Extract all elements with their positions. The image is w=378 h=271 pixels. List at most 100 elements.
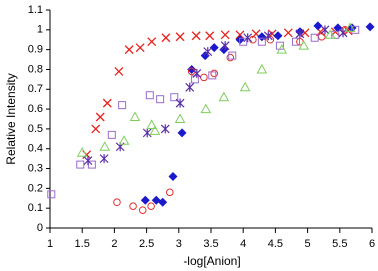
point [99,154,109,164]
point [283,28,293,38]
point [118,101,127,110]
point [149,125,161,135]
point [220,30,230,40]
point [320,25,330,35]
point [333,23,343,33]
point [142,128,152,138]
x-tick-label: 1.5 [75,238,90,250]
point [208,71,217,80]
point [135,43,145,53]
point [146,119,158,129]
point [165,188,174,197]
y-tick-label: 0.8 [28,63,43,75]
point [273,31,283,41]
point [118,135,130,145]
x-tick-label: 5.5 [332,238,347,250]
point [145,91,154,100]
point [91,124,101,134]
x-tick-label: 5 [305,238,311,250]
y-tick-label: 0.2 [28,182,43,194]
point [138,206,147,214]
point [156,95,165,104]
point [76,147,88,157]
y-tick-label: 0 [37,222,43,234]
y-tick-label: 0.9 [28,44,43,56]
point [161,33,171,43]
point [147,37,157,47]
x-tick-label: 4.5 [268,238,283,250]
point [266,35,275,44]
y-tick-label: 0.3 [28,162,43,174]
point [147,202,155,210]
point [310,33,319,42]
x-tick-label: 3.5 [203,238,218,250]
x-axis-label: -log[Anion] [183,254,240,268]
point [295,29,305,39]
point [160,124,170,134]
point [344,22,356,32]
y-axis-label: Relative Intensity [4,73,18,164]
y-tick-label: 0.5 [28,123,43,135]
point [175,98,185,108]
x-tick-label: 3 [176,238,182,250]
point [187,64,197,74]
y-tick-label: 0.4 [28,143,43,155]
point [276,44,288,54]
point [298,40,310,50]
point [124,45,134,55]
point [257,32,267,42]
point [243,33,253,43]
point [175,32,185,42]
point [228,51,237,60]
point [174,113,186,123]
point [226,53,235,62]
point [292,37,301,46]
point [191,31,201,41]
point [324,29,336,39]
point [256,63,268,74]
point [351,25,360,34]
y-tick-label: 1.1 [28,4,43,16]
point [129,111,141,122]
point [218,91,230,102]
point [83,156,93,166]
point [209,43,219,53]
x-tick-label: 4 [240,238,246,250]
point [203,47,213,57]
point [107,130,116,139]
point [263,31,273,41]
point [239,37,248,46]
point [102,98,112,108]
point [235,30,245,40]
point [317,32,326,41]
y-tick-label: 0.1 [28,202,43,214]
point [177,128,187,138]
x-tick-label: 1 [47,238,53,250]
point [95,112,105,122]
y-tick-label: 0.6 [28,103,43,115]
point [47,190,56,199]
point [129,202,137,210]
point [200,103,212,114]
x-tick-label: 2.5 [139,238,154,250]
point [99,141,111,151]
point [257,37,266,46]
point [205,31,215,41]
point [239,81,251,92]
point [185,82,195,92]
point [192,68,202,78]
point [158,197,168,207]
point [341,26,349,34]
point [76,160,85,169]
point [210,69,219,78]
x-tick-label: 6 [369,238,375,250]
y-tick-label: 1 [37,24,43,36]
point [140,195,150,205]
y-tick-label: 0.7 [28,83,43,95]
point [365,22,375,32]
point [168,171,178,181]
point [313,21,323,31]
point [114,66,124,76]
